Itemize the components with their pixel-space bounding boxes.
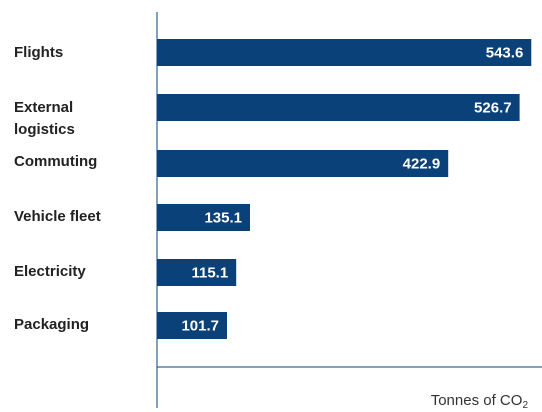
value-label: 115.1 (191, 265, 228, 282)
category-label: Flights (14, 44, 64, 61)
category-label: External logistics (14, 99, 75, 138)
bars-group: 543.6 526.7 422.9 135.1 115.1 101.7 (157, 39, 532, 339)
bar-flights (157, 39, 532, 66)
bar-vehicle-fleet (157, 204, 250, 231)
category-label: Vehicle fleet (14, 208, 101, 225)
value-label: 543.6 (486, 45, 524, 62)
x-axis-label: Tonnes of CO2 (430, 392, 528, 411)
category-label: Packaging (14, 316, 90, 333)
bar-commuting (157, 150, 449, 177)
bar-electricity (157, 259, 237, 286)
category-label: Electricity (14, 263, 86, 280)
bar-packaging (157, 312, 227, 339)
value-label: 135.1 (204, 210, 242, 227)
value-label: 422.9 (403, 156, 441, 173)
value-label: 526.7 (474, 100, 512, 117)
bar-external-logistics (157, 94, 520, 121)
category-label: Commuting (14, 153, 98, 170)
value-label: 101.7 (181, 318, 219, 335)
